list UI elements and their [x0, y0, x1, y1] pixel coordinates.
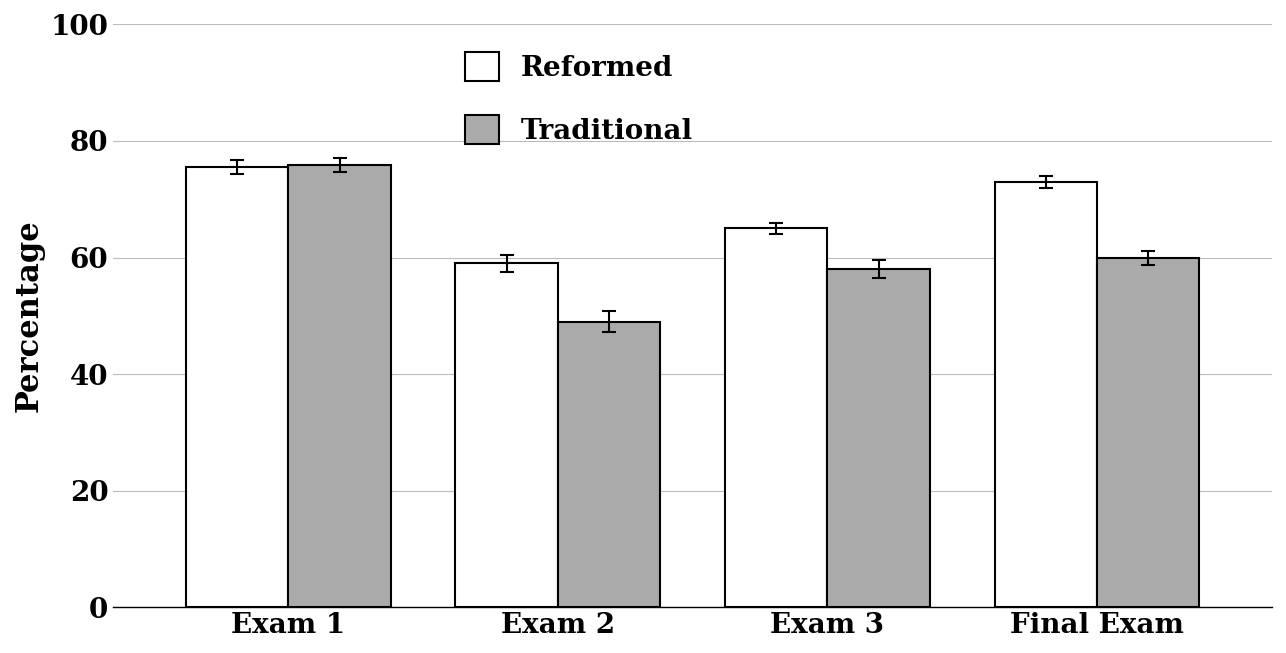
Bar	[558, 322, 660, 607]
Bar	[186, 167, 288, 607]
Y-axis label: Percentage: Percentage	[14, 219, 45, 412]
Bar	[994, 182, 1097, 607]
Bar	[827, 269, 930, 607]
Legend: Reformed, Traditional: Reformed, Traditional	[451, 39, 707, 159]
Bar	[288, 165, 391, 607]
Bar	[725, 229, 827, 607]
Bar	[1097, 257, 1200, 607]
Bar	[455, 263, 558, 607]
